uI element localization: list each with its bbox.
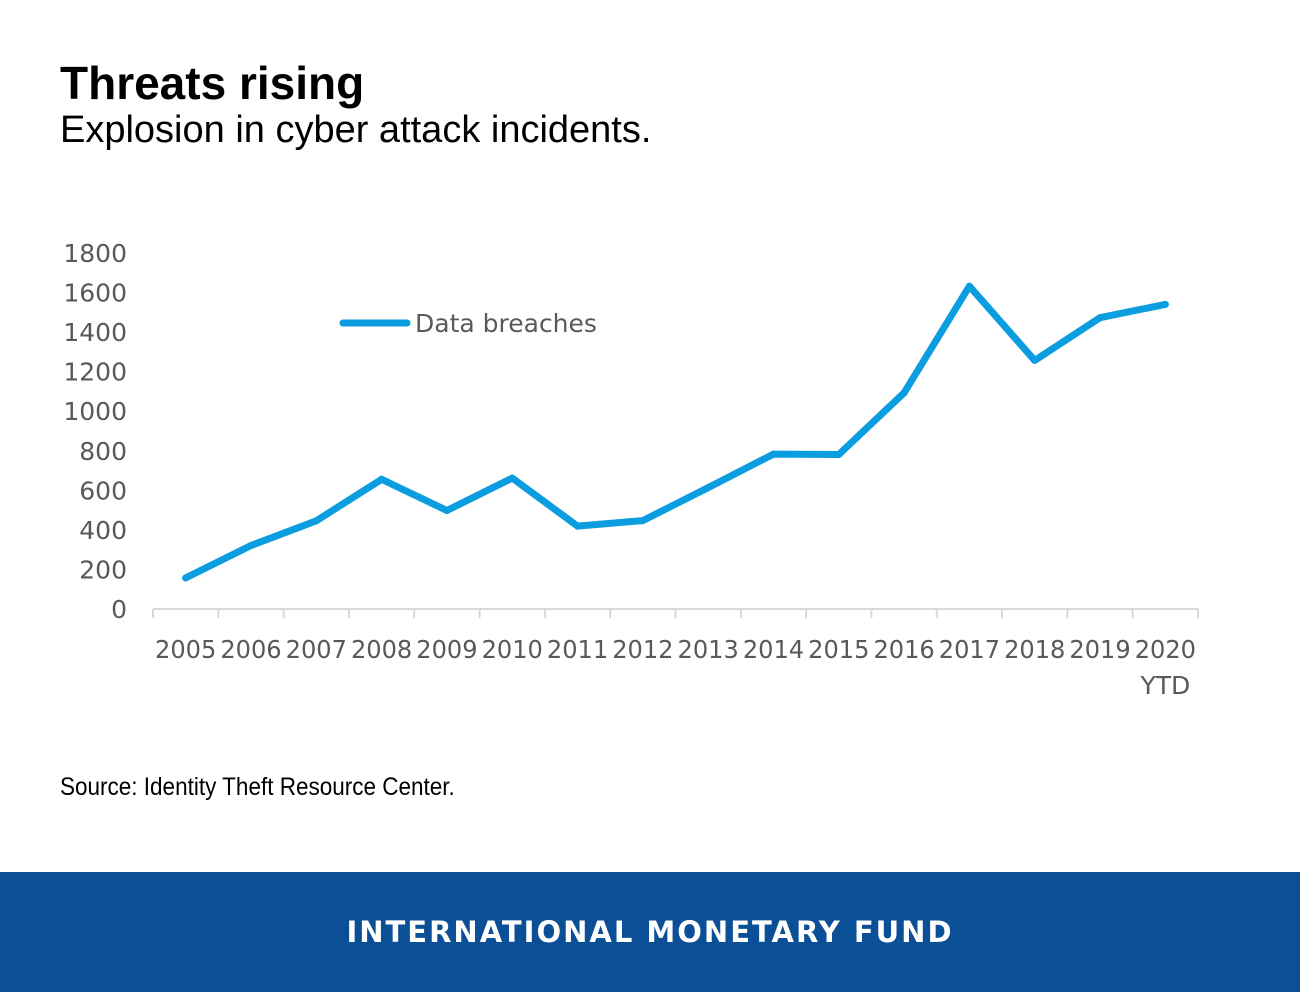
y-tick-label: 1000 xyxy=(63,397,127,426)
data-point xyxy=(508,474,516,482)
x-tick-label: 2005 xyxy=(155,635,216,664)
footer-org-name: INTERNATIONAL MONETARY FUND xyxy=(346,915,954,949)
data-point xyxy=(704,484,712,492)
x-tick-label: 2018 xyxy=(1004,635,1065,664)
data-point xyxy=(900,389,908,397)
x-tick-label: 2012 xyxy=(612,635,673,664)
data-point xyxy=(574,522,582,530)
legend-label: Data breaches xyxy=(415,309,597,338)
x-tick-label: 2013 xyxy=(678,635,739,664)
y-tick-label: 1200 xyxy=(63,358,127,387)
data-point xyxy=(1161,300,1169,308)
data-point xyxy=(182,574,190,582)
x-tick-label: 2011 xyxy=(547,635,608,664)
x-tick-label: 2007 xyxy=(286,635,347,664)
legend: Data breaches xyxy=(339,309,597,338)
data-point xyxy=(312,517,320,525)
footer-banner: INTERNATIONAL MONETARY FUND xyxy=(0,872,1300,992)
y-tick-label: 1600 xyxy=(63,279,127,308)
data-point xyxy=(247,542,255,550)
y-tick-label: 0 xyxy=(111,595,127,624)
x-tick-sublabel: YTD xyxy=(1139,671,1190,700)
y-tick-label: 1800 xyxy=(63,239,127,268)
x-axis xyxy=(152,608,1199,618)
y-tick-label: 1400 xyxy=(63,318,127,347)
chart-title: Threats rising xyxy=(60,57,365,109)
chart-subtitle: Explosion in cyber attack incidents. xyxy=(60,109,652,151)
y-axis-labels: 0 200 400 600 800 1000 1200 1400 1600 1800 xyxy=(63,239,127,624)
x-tick-label: 2006 xyxy=(220,635,281,664)
y-tick-label: 600 xyxy=(79,476,127,505)
data-point xyxy=(835,451,843,459)
x-tick-label: 2016 xyxy=(873,635,934,664)
x-tick-label: 2015 xyxy=(808,635,869,664)
x-tick-label: 2017 xyxy=(939,635,1000,664)
data-point xyxy=(769,450,777,458)
data-point xyxy=(378,475,386,483)
source-note: Source: Identity Theft Resource Center. xyxy=(60,773,455,801)
y-tick-label: 800 xyxy=(79,437,127,466)
y-tick-label: 400 xyxy=(79,516,127,545)
x-tick-label: 2009 xyxy=(416,635,477,664)
data-point xyxy=(1031,356,1039,364)
y-tick-label: 200 xyxy=(79,555,127,584)
x-tick-label: 2020 xyxy=(1135,635,1196,664)
series-group xyxy=(182,282,1169,582)
x-axis-labels: 2005 2006 2007 2008 2009 2010 2011 2012 2013 2014… xyxy=(155,635,1196,700)
x-tick-label: 2010 xyxy=(482,635,543,664)
series-line-data-breaches xyxy=(182,282,1169,582)
data-point xyxy=(965,282,973,290)
data-point xyxy=(443,507,451,515)
data-point xyxy=(639,517,647,525)
x-tick-label: 2014 xyxy=(743,635,804,664)
data-point xyxy=(1096,314,1104,322)
x-tick-label: 2008 xyxy=(351,635,412,664)
x-tick-label: 2019 xyxy=(1069,635,1130,664)
